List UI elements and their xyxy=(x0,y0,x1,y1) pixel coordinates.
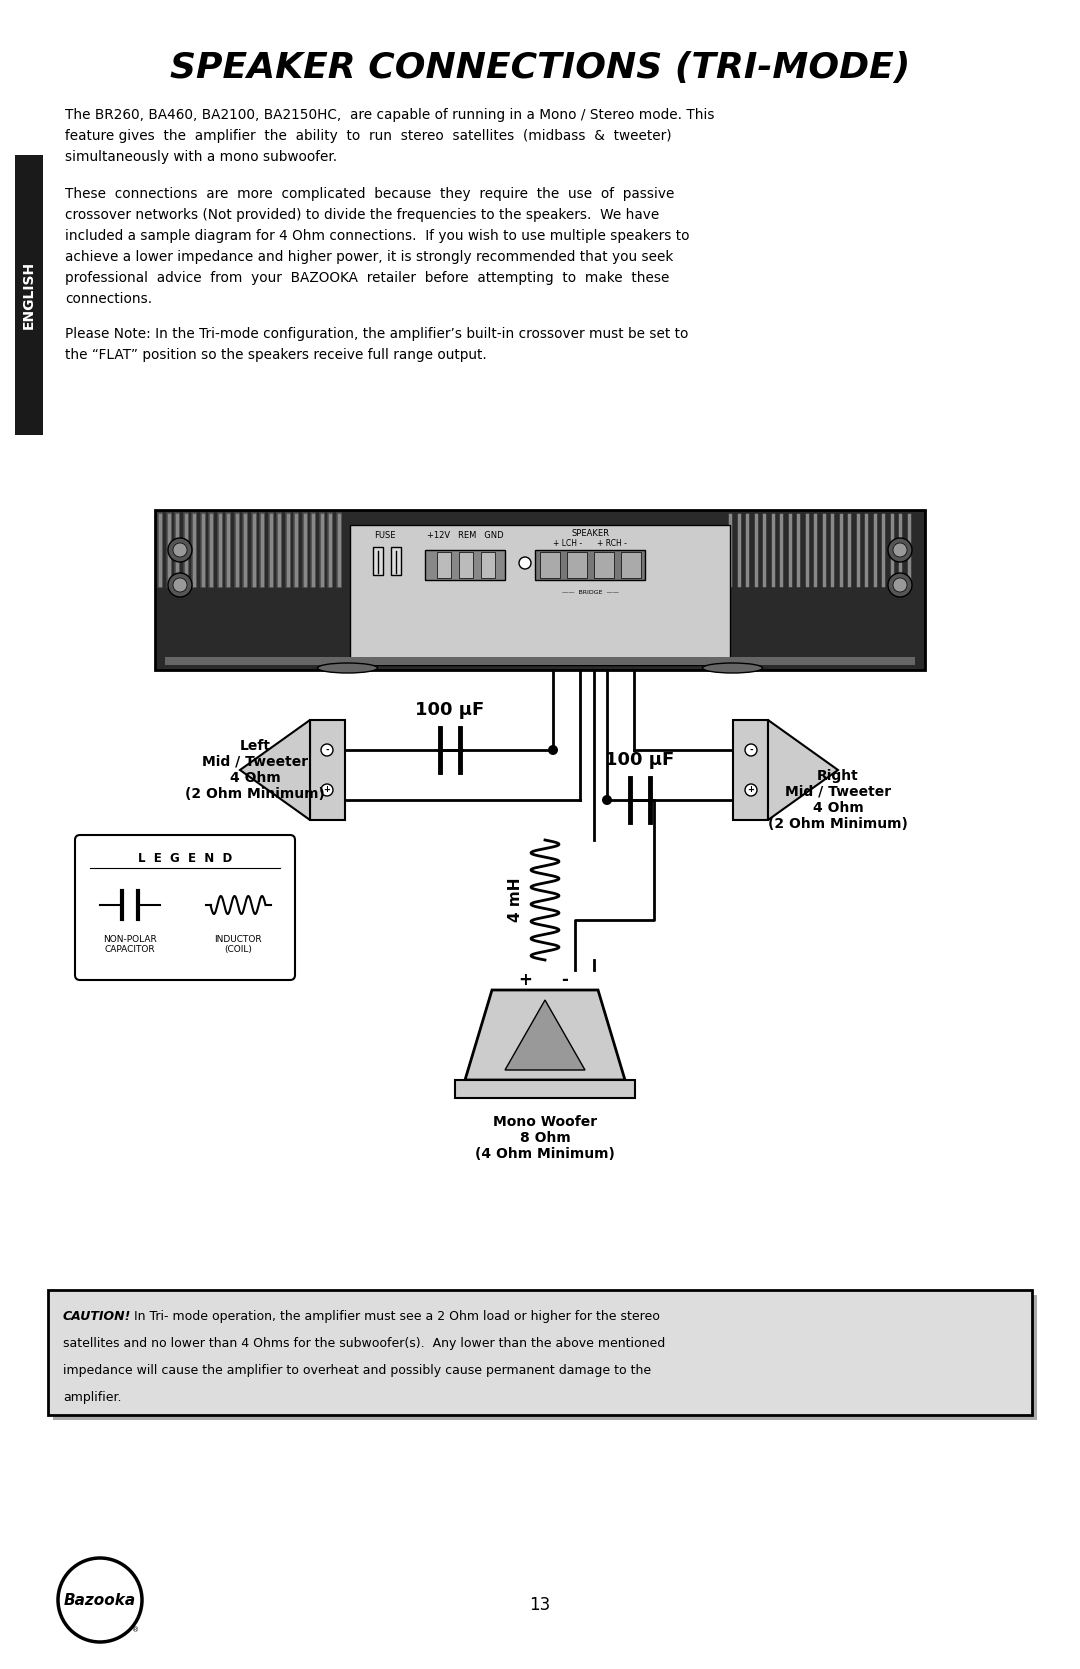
Text: Left
Mid / Tweeter
4 Ohm
(2 Ohm Minimum): Left Mid / Tweeter 4 Ohm (2 Ohm Minimum) xyxy=(185,739,325,801)
Bar xyxy=(733,719,768,819)
Text: The BR260, BA460, BA2100, BA2150HC,  are capable of running in a Mono / Stereo m: The BR260, BA460, BA2100, BA2150HC, are … xyxy=(65,108,715,122)
Polygon shape xyxy=(240,719,310,819)
FancyBboxPatch shape xyxy=(75,834,295,980)
Bar xyxy=(567,552,588,577)
Bar xyxy=(48,1290,1032,1415)
Text: satellites and no lower than 4 Ohms for the subwoofer(s).  Any lower than the ab: satellites and no lower than 4 Ohms for … xyxy=(63,1337,665,1350)
Text: 13: 13 xyxy=(529,1596,551,1614)
Bar xyxy=(426,551,505,581)
Bar xyxy=(437,552,451,577)
Bar xyxy=(350,526,730,664)
Circle shape xyxy=(745,784,757,796)
Text: connections.: connections. xyxy=(65,292,152,305)
Bar xyxy=(621,552,642,577)
Bar xyxy=(310,719,345,819)
Text: ®: ® xyxy=(133,1627,139,1632)
Circle shape xyxy=(548,744,558,754)
Text: +: + xyxy=(747,786,755,794)
Text: -: - xyxy=(325,746,328,754)
Bar xyxy=(53,1295,1037,1420)
Circle shape xyxy=(602,794,612,804)
Text: crossover networks (Not provided) to divide the frequencies to the speakers.  We: crossover networks (Not provided) to div… xyxy=(65,209,659,222)
Text: feature gives  the  amplifier  the  ability  to  run  stereo  satellites  (midba: feature gives the amplifier the ability … xyxy=(65,129,672,144)
Bar xyxy=(373,547,383,576)
Polygon shape xyxy=(768,719,838,819)
Bar xyxy=(455,1080,635,1098)
Text: ENGLISH: ENGLISH xyxy=(22,260,36,329)
Bar xyxy=(15,155,43,436)
Text: These  connections  are  more  complicated  because  they  require  the  use  of: These connections are more complicated b… xyxy=(65,187,674,200)
Bar xyxy=(391,547,401,576)
Text: CAUTION!: CAUTION! xyxy=(63,1310,132,1324)
Text: achieve a lower impedance and higher power, it is strongly recommended that you : achieve a lower impedance and higher pow… xyxy=(65,250,673,264)
Circle shape xyxy=(888,572,912,598)
Text: + LCH -: + LCH - xyxy=(553,539,582,547)
Text: SPEAKER: SPEAKER xyxy=(571,529,609,537)
Text: Right
Mid / Tweeter
4 Ohm
(2 Ohm Minimum): Right Mid / Tweeter 4 Ohm (2 Ohm Minimum… xyxy=(768,769,908,831)
Circle shape xyxy=(519,557,531,569)
Circle shape xyxy=(893,542,907,557)
Bar xyxy=(165,658,915,664)
Circle shape xyxy=(321,784,333,796)
Ellipse shape xyxy=(702,663,762,673)
Text: impedance will cause the amplifier to overheat and possibly cause permanent dama: impedance will cause the amplifier to ov… xyxy=(63,1364,651,1377)
Text: +: + xyxy=(518,971,532,990)
Text: 100 μF: 100 μF xyxy=(606,751,675,769)
Text: -: - xyxy=(750,746,753,754)
Circle shape xyxy=(321,744,333,756)
Circle shape xyxy=(893,577,907,592)
Circle shape xyxy=(888,537,912,562)
Text: included a sample diagram for 4 Ohm connections.  If you wish to use multiple sp: included a sample diagram for 4 Ohm conn… xyxy=(65,229,689,244)
Circle shape xyxy=(58,1557,141,1642)
Bar xyxy=(535,551,645,581)
Text: FUSE: FUSE xyxy=(375,531,395,539)
Text: amplifier.: amplifier. xyxy=(63,1390,121,1404)
Text: L  E  G  E  N  D: L E G E N D xyxy=(138,851,232,865)
Text: the “FLAT” position so the speakers receive full range output.: the “FLAT” position so the speakers rece… xyxy=(65,349,487,362)
Text: 100 μF: 100 μF xyxy=(416,701,485,719)
Bar xyxy=(540,552,561,577)
Ellipse shape xyxy=(318,663,378,673)
Polygon shape xyxy=(465,990,625,1080)
Text: professional  advice  from  your  BAZOOKA  retailer  before  attempting  to  mak: professional advice from your BAZOOKA re… xyxy=(65,270,670,285)
Text: Mono Woofer
8 Ohm
(4 Ohm Minimum): Mono Woofer 8 Ohm (4 Ohm Minimum) xyxy=(475,1115,615,1162)
Bar xyxy=(481,552,495,577)
Ellipse shape xyxy=(64,1576,136,1626)
Text: +: + xyxy=(324,786,330,794)
Text: Please Note: In the Tri-mode configuration, the amplifier’s built-in crossover m: Please Note: In the Tri-mode configurati… xyxy=(65,327,688,340)
Text: 4 mH: 4 mH xyxy=(508,878,523,923)
Circle shape xyxy=(745,744,757,756)
Text: +12V   REM   GND: +12V REM GND xyxy=(427,531,503,539)
Text: simultaneously with a mono subwoofer.: simultaneously with a mono subwoofer. xyxy=(65,150,337,164)
Text: -: - xyxy=(562,971,568,990)
Text: Bazooka: Bazooka xyxy=(64,1592,136,1607)
Bar xyxy=(594,552,615,577)
Text: SPEAKER CONNECTIONS (TRI-MODE): SPEAKER CONNECTIONS (TRI-MODE) xyxy=(170,52,910,85)
Circle shape xyxy=(173,577,187,592)
Text: INDUCTOR
(COIL): INDUCTOR (COIL) xyxy=(214,935,261,955)
Circle shape xyxy=(173,542,187,557)
Text: ——  BRIDGE  ——: —— BRIDGE —— xyxy=(562,591,619,596)
Text: In Tri- mode operation, the amplifier must see a 2 Ohm load or higher for the st: In Tri- mode operation, the amplifier mu… xyxy=(130,1310,660,1324)
Polygon shape xyxy=(505,1000,585,1070)
Circle shape xyxy=(168,537,192,562)
Circle shape xyxy=(168,572,192,598)
Bar xyxy=(156,511,924,669)
Text: NON-POLAR
CAPACITOR: NON-POLAR CAPACITOR xyxy=(103,935,157,955)
Bar xyxy=(459,552,473,577)
Text: + RCH -: + RCH - xyxy=(597,539,626,547)
